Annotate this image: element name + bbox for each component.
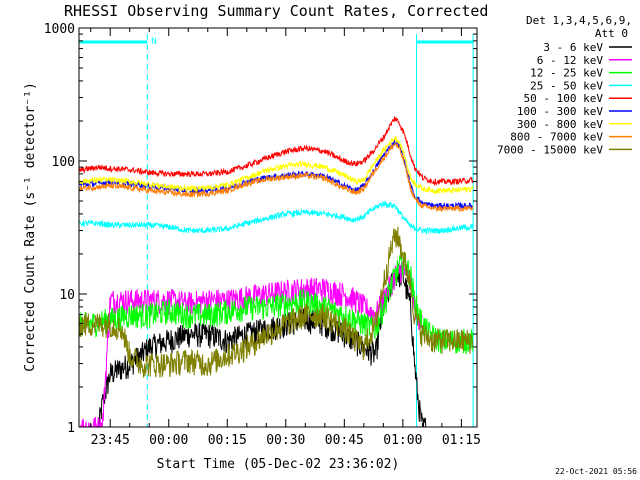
legend-label-6: 300 - 800 keV <box>517 118 603 131</box>
x-tick-label-4: 00:45 <box>325 433 364 448</box>
x-axis-label: Start Time (05-Dec-02 23:36:02) <box>157 457 400 472</box>
x-tick-label-1: 00:00 <box>149 433 188 448</box>
series-line-4 <box>78 115 474 187</box>
legend-header-attenuator: Att 0 <box>595 27 628 40</box>
x-tick-label-2: 00:15 <box>208 433 247 448</box>
legend-label-1: 6 - 12 keV <box>537 54 604 67</box>
axis-ticks: 23:45 00:00 00:15 00:30 00:45 01:00 01:15 1 10 10… <box>44 22 481 448</box>
y-tick-label-0: 1 <box>67 421 75 436</box>
legend-label-0: 3 - 6 keV <box>543 41 603 54</box>
footer-date: 22-Oct-2021 05:56 <box>555 467 637 476</box>
x-tick-label-0: 23:45 <box>91 433 130 448</box>
legend-label-7: 800 - 7000 keV <box>510 131 603 144</box>
x-tick-label-5: 01:00 <box>383 433 422 448</box>
series-line-8 <box>78 226 474 378</box>
series-line-6 <box>78 136 474 195</box>
series-line-3 <box>78 200 474 235</box>
legend-label-3: 25 - 50 keV <box>530 79 603 92</box>
y-tick-label-1: 10 <box>59 288 75 303</box>
series-line-1 <box>79 261 423 429</box>
series-line-0 <box>98 264 427 428</box>
legend-label-2: 12 - 25 keV <box>530 67 603 80</box>
y-axis-label: Corrected Count Rate (s⁻¹ detector⁻¹) <box>23 82 38 372</box>
night-marker-label: N <box>151 37 156 47</box>
series-group <box>78 115 474 429</box>
legend-header-detectors: Det 1,3,4,5,6,9, <box>526 14 632 27</box>
plot-frame <box>78 27 478 428</box>
x-tick-label-3: 00:30 <box>266 433 305 448</box>
legend-label-5: 100 - 300 keV <box>517 105 603 118</box>
y-tick-label-2: 100 <box>52 155 75 170</box>
x-tick-label-6: 01:15 <box>442 433 481 448</box>
series-line-7 <box>78 141 474 213</box>
chart-title: RHESSI Observing Summary Count Rates, Co… <box>64 2 488 20</box>
legend-label-8: 7000 - 15000 keV <box>497 143 603 156</box>
y-tick-label-3: 1000 <box>44 22 75 37</box>
legend-label-4: 50 - 100 keV <box>524 92 604 105</box>
